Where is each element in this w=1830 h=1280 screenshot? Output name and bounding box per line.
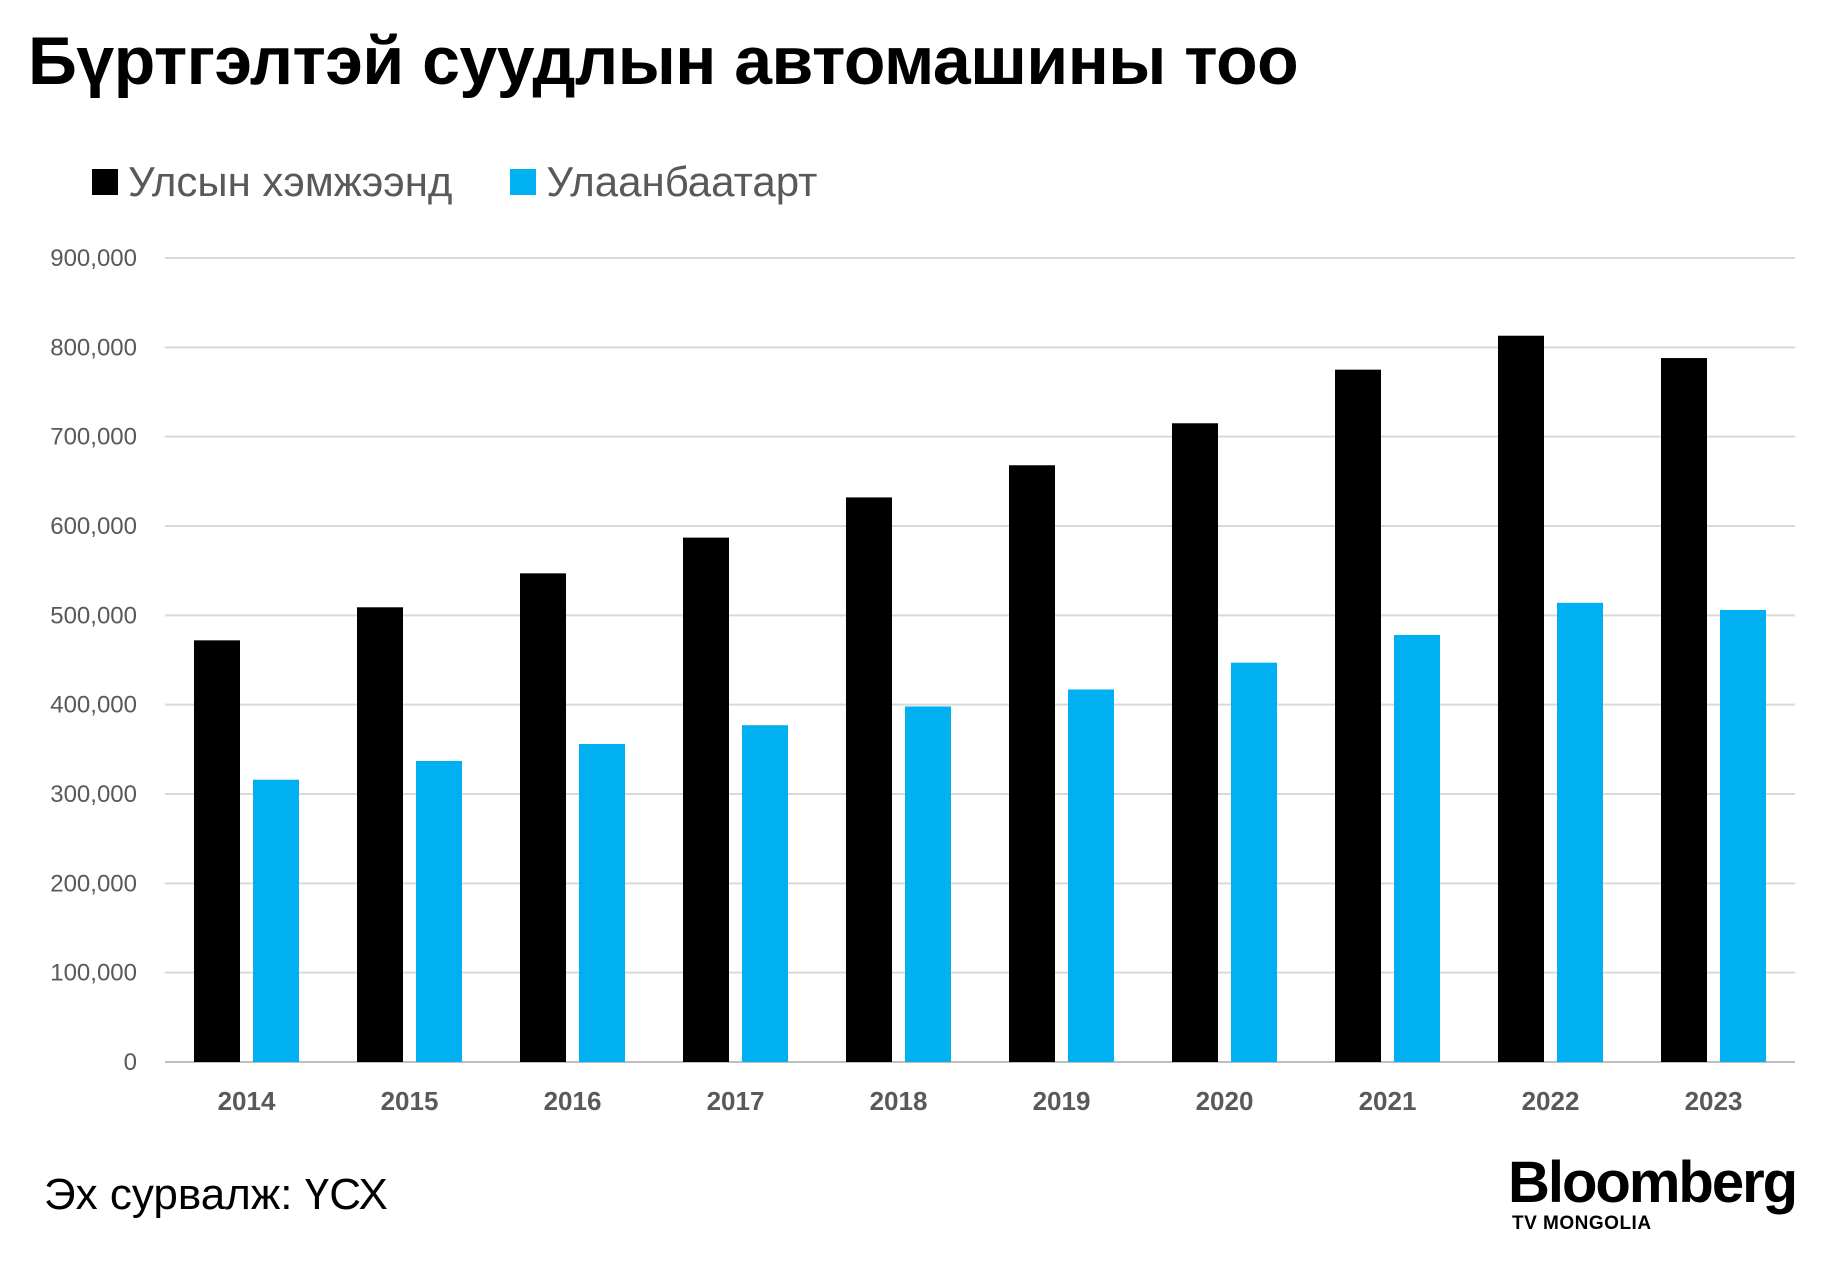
x-tick-label: 2021 <box>1359 1086 1417 1116</box>
legend-item-ulaanbaatar: Улаанбаатарт <box>510 158 817 206</box>
brand-name: Bloomberg <box>1508 1150 1798 1215</box>
gridlines <box>165 257 1795 1063</box>
legend-label-national: Улсын хэмжээнд <box>128 158 453 205</box>
bar-national-2015 <box>357 607 403 1062</box>
x-tick-label: 2020 <box>1196 1086 1254 1116</box>
x-tick-label: 2015 <box>381 1086 439 1116</box>
bars <box>194 335 1766 1063</box>
y-tick-label: 200,000 <box>50 870 137 897</box>
bar-national-2014 <box>194 640 240 1062</box>
y-tick-label: 100,000 <box>50 960 137 987</box>
x-tick-label: 2022 <box>1522 1086 1580 1116</box>
x-tick-label: 2017 <box>707 1086 765 1116</box>
bar-national-2020 <box>1172 423 1218 1062</box>
source-note: Эх сурвалж: ҮСХ <box>44 1170 388 1219</box>
brand-sub: TV MONGOLIA <box>1512 1213 1652 1234</box>
bar-ulaanbaatar-2023 <box>1720 609 1766 1062</box>
bar-ulaanbaatar-2017 <box>742 725 788 1062</box>
y-tick-label: 400,000 <box>50 692 137 719</box>
x-tick-label: 2016 <box>544 1086 602 1116</box>
bar-national-2022 <box>1498 335 1544 1063</box>
y-tick-label: 900,000 <box>50 245 137 272</box>
y-tick-label: 600,000 <box>50 513 137 540</box>
bar-ulaanbaatar-2020 <box>1231 662 1277 1062</box>
bar-national-2018 <box>846 497 892 1062</box>
bar-ulaanbaatar-2018 <box>905 706 951 1062</box>
legend-label-ulaanbaatar: Улаанбаатарт <box>546 158 818 205</box>
x-tick-label: 2018 <box>870 1086 928 1116</box>
chart-legend: Улсын хэмжээнд Улаанбаатарт <box>92 158 875 206</box>
bar-ulaanbaatar-2015 <box>416 760 462 1062</box>
legend-item-national: Улсын хэмжээнд <box>92 158 452 206</box>
x-tick-label: 2019 <box>1033 1086 1091 1116</box>
bar-ulaanbaatar-2022 <box>1557 602 1603 1062</box>
x-axis-ticks: 2014 2015 2016 2017 2018 2019 2020 2021 2022 2023 <box>218 1086 1743 1116</box>
y-tick-label: 500,000 <box>50 602 137 629</box>
bar-national-2017 <box>683 537 729 1062</box>
bloomberg-logo: Bloomberg TV MONGOLIA <box>1508 1150 1798 1234</box>
bar-ulaanbaatar-2016 <box>579 743 625 1062</box>
bar-national-2023 <box>1661 358 1707 1062</box>
y-axis-ticks: 0 100,000 200,000 300,000 400,000 500,000 600,… <box>50 245 137 1076</box>
legend-swatch-national <box>92 169 118 195</box>
y-tick-label: 700,000 <box>50 424 137 451</box>
y-tick-label: 800,000 <box>50 334 137 361</box>
bar-chart: 0 100,000 200,000 300,000 400,000 500,000 600,… <box>50 245 1795 1116</box>
legend-swatch-ulaanbaatar <box>510 169 537 195</box>
bar-ulaanbaatar-2021 <box>1394 634 1440 1062</box>
x-tick-label: 2023 <box>1685 1086 1743 1116</box>
bar-national-2016 <box>520 573 566 1062</box>
chart-title: Бүртгэлтэй суудлын автомашины тоо <box>28 23 1299 99</box>
bar-national-2021 <box>1335 369 1381 1063</box>
y-tick-label: 300,000 <box>50 781 137 808</box>
bar-ulaanbaatar-2019 <box>1068 689 1114 1062</box>
x-tick-label: 2014 <box>218 1086 276 1116</box>
y-tick-label: 0 <box>124 1049 137 1076</box>
bar-national-2019 <box>1009 465 1055 1063</box>
bar-ulaanbaatar-2014 <box>253 779 299 1062</box>
